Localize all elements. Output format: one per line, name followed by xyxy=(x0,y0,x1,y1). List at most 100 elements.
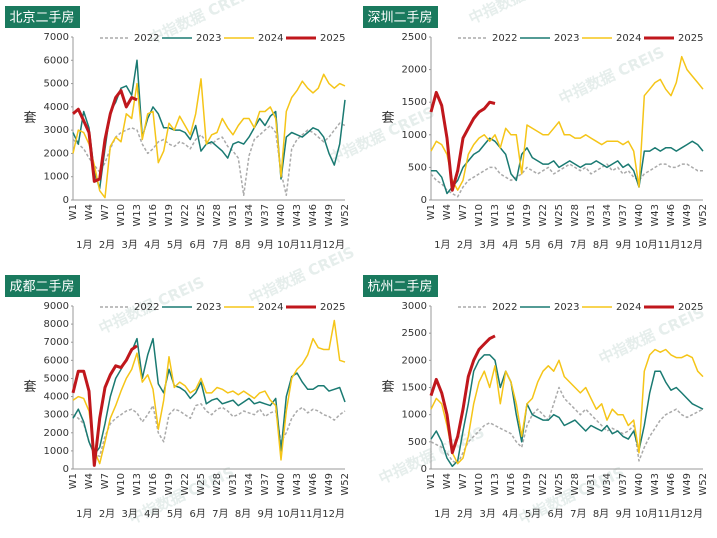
y-tick-label: 6000 xyxy=(44,55,69,66)
month-label: 9月 xyxy=(257,508,273,520)
month-label: 12月 xyxy=(680,508,703,520)
x-tick-label: W7 xyxy=(458,473,469,489)
y-tick-label: 0 xyxy=(63,195,69,206)
month-label: 1月 xyxy=(434,508,450,520)
month-label: 11月 xyxy=(658,508,681,520)
y-tick-label: 3000 xyxy=(402,301,427,312)
legend-label: 2023 xyxy=(196,302,221,313)
month-label: 9月 xyxy=(615,508,631,520)
x-tick-label: W52 xyxy=(340,473,351,496)
x-tick-label: W34 xyxy=(602,473,613,496)
month-label: 7月 xyxy=(212,239,228,251)
x-tick-label: W16 xyxy=(148,204,159,227)
x-tick-label: W16 xyxy=(506,204,517,227)
series-line xyxy=(429,90,496,192)
y-tick-label: 0 xyxy=(63,464,69,475)
month-label: 11月 xyxy=(658,239,681,251)
x-tick-label: W16 xyxy=(148,473,159,496)
month-label: 12月 xyxy=(322,239,345,251)
series-line xyxy=(430,55,704,191)
x-tick-label: W28 xyxy=(212,204,223,227)
watermark: 中指数据 CREIS xyxy=(466,0,577,28)
y-axis-label: 套 xyxy=(23,379,36,395)
x-tick-label: W31 xyxy=(586,204,597,227)
y-tick-label: 3000 xyxy=(44,410,69,421)
y-tick-label: 5000 xyxy=(44,373,69,384)
x-tick-label: W4 xyxy=(442,204,453,220)
legend-label: 2022 xyxy=(492,33,517,44)
month-label: 5月 xyxy=(167,239,183,251)
x-tick-label: W34 xyxy=(244,473,255,496)
y-axis-label: 套 xyxy=(381,110,394,126)
month-label: 3月 xyxy=(479,508,495,520)
series-line xyxy=(72,59,346,190)
y-tick-label: 500 xyxy=(408,162,427,173)
y-tick-label: 500 xyxy=(408,437,427,448)
x-tick-label: W40 xyxy=(634,473,645,496)
legend-label: 2023 xyxy=(554,33,579,44)
x-tick-label: W4 xyxy=(84,204,95,220)
legend-label: 2025 xyxy=(320,33,345,44)
x-tick-label: W46 xyxy=(308,204,319,227)
x-tick-label: W49 xyxy=(682,473,693,496)
y-tick-label: 2000 xyxy=(44,148,69,159)
y-tick-label: 0 xyxy=(421,195,427,206)
month-label: 10月 xyxy=(635,508,658,520)
x-tick-label: W13 xyxy=(490,473,501,496)
x-tick-label: W52 xyxy=(698,473,709,496)
y-tick-label: 1000 xyxy=(402,130,427,141)
title-box xyxy=(5,275,80,297)
x-tick-label: W49 xyxy=(324,473,335,496)
x-tick-label: W34 xyxy=(244,204,255,227)
legend-label: 2024 xyxy=(616,33,641,44)
chart-title: 成都二手房 xyxy=(9,279,74,295)
month-label: 10月 xyxy=(277,239,300,251)
x-tick-label: W13 xyxy=(132,204,143,227)
legend-label: 2025 xyxy=(320,302,345,313)
title-box xyxy=(363,6,438,28)
y-tick-label: 1000 xyxy=(44,446,69,457)
y-tick-label: 7000 xyxy=(44,32,69,43)
x-tick-label: W25 xyxy=(554,473,565,496)
x-tick-label: W7 xyxy=(458,204,469,220)
y-tick-label: 5000 xyxy=(44,79,69,90)
x-tick-label: W13 xyxy=(132,473,143,496)
month-label: 12月 xyxy=(680,239,703,251)
month-label: 6月 xyxy=(547,239,563,251)
month-label: 1月 xyxy=(76,508,92,520)
x-tick-label: W34 xyxy=(602,204,613,227)
month-label: 4月 xyxy=(502,508,518,520)
x-tick-label: W31 xyxy=(228,204,239,227)
x-tick-label: W40 xyxy=(634,204,645,227)
x-tick-label: W43 xyxy=(650,473,661,496)
month-label: 2月 xyxy=(99,239,115,251)
month-label: 3月 xyxy=(121,239,137,251)
month-label: 4月 xyxy=(144,508,160,520)
x-tick-label: W49 xyxy=(682,204,693,227)
x-tick-label: W19 xyxy=(522,204,533,227)
series-line xyxy=(72,73,346,199)
x-tick-label: W28 xyxy=(212,473,223,496)
legend-label: 2024 xyxy=(616,302,641,313)
legend-label: 2024 xyxy=(258,33,283,44)
x-tick-label: W22 xyxy=(538,204,549,227)
y-tick-label: 2000 xyxy=(44,428,69,439)
series-line xyxy=(431,137,704,195)
x-tick-label: W13 xyxy=(490,204,501,227)
series-line xyxy=(72,337,346,456)
x-tick-label: W1 xyxy=(426,473,437,489)
y-tick-label: 1000 xyxy=(402,410,427,421)
x-tick-label: W28 xyxy=(570,204,581,227)
series-line xyxy=(430,163,703,198)
x-tick-label: W40 xyxy=(276,204,287,227)
x-tick-label: W52 xyxy=(340,204,351,227)
month-label: 2月 xyxy=(457,239,473,251)
x-tick-label: W52 xyxy=(698,204,709,227)
legend-label: 2024 xyxy=(258,302,283,313)
x-tick-label: W46 xyxy=(308,473,319,496)
y-tick-label: 1000 xyxy=(44,172,69,183)
series-line xyxy=(72,122,346,197)
month-label: 3月 xyxy=(121,508,137,520)
legend-label: 2022 xyxy=(134,33,159,44)
